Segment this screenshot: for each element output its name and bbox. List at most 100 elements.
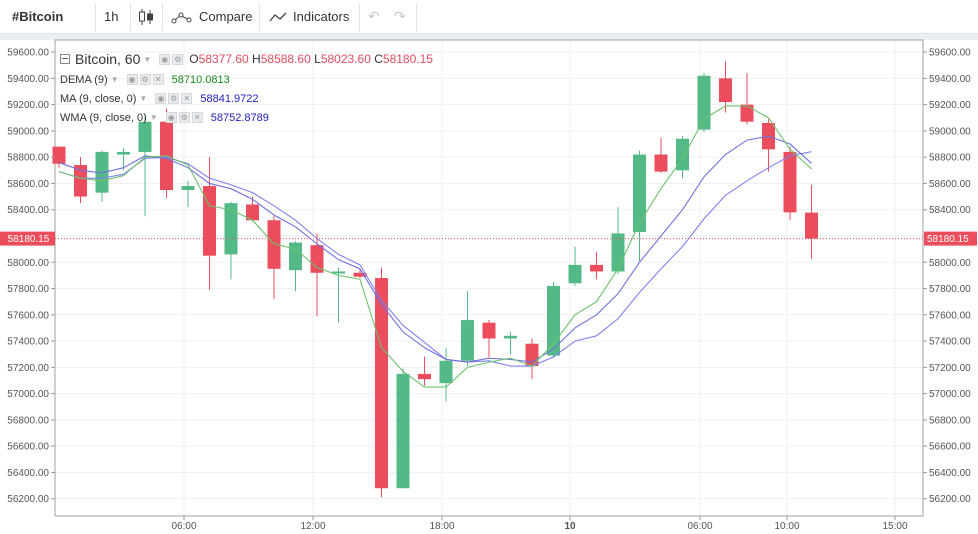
candle-body: [267, 220, 281, 269]
low-label: L: [314, 52, 321, 66]
close-icon[interactable]: ✕: [191, 112, 203, 123]
candle: [267, 216, 281, 300]
y-tick-label: 57600.00: [929, 310, 971, 321]
current-price-tag-left: [0, 231, 55, 246]
indicator-legend-dema: DEMA (9) ▼ ◉ ⚙ ✕ 58710.0813: [60, 70, 433, 89]
toolbar-divider: [259, 3, 260, 31]
x-tick-label: 12:00: [300, 521, 325, 532]
low-value: 58023.60: [320, 52, 371, 66]
y-tick-label: 57600.00: [7, 310, 49, 321]
indicators-label: Indicators: [293, 9, 350, 24]
candle-body: [547, 285, 560, 356]
y-axis-left: 59600.00 59400.00 59200.00 59000.00 58800.00…: [7, 48, 55, 505]
candle-body: [117, 151, 130, 155]
candle-style-icon[interactable]: [138, 0, 156, 33]
candle: [310, 233, 324, 317]
y-tick-label: 58000.00: [929, 258, 971, 269]
eye-icon[interactable]: ◉: [159, 53, 171, 65]
collapse-legend-icon[interactable]: [60, 54, 70, 64]
y-tick-label: 57000.00: [7, 389, 49, 400]
close-icon[interactable]: ✕: [181, 93, 193, 104]
compare-button[interactable]: Compare: [171, 0, 252, 33]
candle-body: [482, 322, 496, 339]
chevron-down-icon[interactable]: ▼: [110, 75, 119, 84]
candle-body: [74, 165, 87, 197]
y-tick-label: 57800.00: [7, 284, 49, 295]
candle-body: [805, 212, 818, 239]
indicator-legend-wma: WMA (9, close, 0) ▼ ◉ ⚙ ✕ 58752.8789: [60, 108, 433, 127]
eye-icon[interactable]: ◉: [155, 93, 167, 104]
candle: [74, 157, 87, 204]
candle-body: [246, 204, 259, 221]
candle-body: [719, 78, 732, 102]
dema-line: [58, 105, 812, 388]
candle-body: [697, 75, 711, 130]
candle-body: [375, 278, 388, 489]
toolbar-divider: [95, 3, 96, 31]
indicator-controls: ◉ ⚙ ✕: [165, 112, 203, 123]
chevron-down-icon[interactable]: ▼: [139, 94, 148, 103]
y-tick-label: 59600.00: [7, 48, 49, 59]
y-tick-label: 56800.00: [929, 415, 971, 426]
main-series-legend: Bitcoin, 60 ▼ ◉ ⚙ O58377.60 H58588.60 L58…: [60, 48, 433, 70]
candle: [439, 347, 453, 402]
chart-frame: [0, 34, 978, 534]
close-value: 58180.15: [382, 52, 433, 66]
symbol-selector[interactable]: #Bitcoin: [12, 9, 64, 24]
candle: [138, 116, 152, 217]
candle-body: [289, 242, 302, 271]
ohlc-values: O58377.60 H58588.60 L58023.60 C58180.15: [189, 52, 433, 66]
indicator-name: DEMA (9): [60, 73, 108, 86]
chevron-down-icon[interactable]: ▼: [149, 113, 158, 122]
candle-body: [439, 360, 453, 384]
y-tick-label: 57200.00: [929, 363, 971, 374]
current-price-tag-right: [924, 231, 977, 246]
settings-icon[interactable]: ⚙: [139, 74, 151, 85]
plot-border: [54, 39, 924, 517]
eye-icon[interactable]: ◉: [165, 112, 177, 123]
y-tick-label: 58800.00: [929, 153, 971, 164]
settings-icon[interactable]: ⚙: [172, 53, 184, 65]
settings-icon[interactable]: ⚙: [168, 93, 180, 104]
y-tick-label: 58400.00: [7, 205, 49, 216]
undo-icon[interactable]: ↶: [368, 8, 380, 24]
candles: [52, 61, 818, 498]
candle: [203, 157, 216, 290]
redo-icon[interactable]: ↷: [394, 8, 406, 24]
y-tick-label: 57200.00: [7, 363, 49, 374]
candle: [783, 146, 797, 221]
y-tick-label: 58400.00: [929, 205, 971, 216]
indicators-button[interactable]: Indicators: [269, 0, 349, 33]
interval-selector[interactable]: 1h: [104, 9, 119, 24]
top-toolbar: #Bitcoin 1h Compare Indicators ↶ ↷: [0, 0, 978, 34]
indicator-value: 58710.0813: [171, 73, 230, 86]
indicator-name: WMA (9, close, 0): [60, 111, 147, 124]
eye-icon[interactable]: ◉: [126, 74, 138, 85]
candle-body: [461, 320, 474, 361]
candle: [418, 356, 431, 386]
settings-icon[interactable]: ⚙: [178, 112, 190, 123]
candle-body: [568, 264, 582, 284]
axes-frame: [54, 39, 924, 517]
candle: [353, 268, 367, 279]
candle-body: [224, 203, 238, 255]
y-tick-label: 59000.00: [7, 126, 49, 137]
high-label: H: [252, 52, 261, 66]
candle-body: [332, 271, 345, 274]
close-icon[interactable]: ✕: [152, 74, 164, 85]
candle-body: [310, 245, 324, 273]
chevron-down-icon[interactable]: ▼: [143, 54, 152, 64]
y-tick-label: 57800.00: [929, 284, 971, 295]
candle: [654, 137, 668, 173]
candle-body: [418, 373, 431, 380]
candle: [117, 147, 130, 171]
candle-body: [353, 272, 367, 277]
candle-body: [525, 343, 539, 367]
x-tick-label: 10: [564, 521, 576, 532]
compare-icon: [171, 12, 192, 23]
wma-line: [58, 135, 812, 363]
x-tick-label: 15:00: [882, 521, 907, 532]
toolbar-divider: [359, 3, 360, 31]
y-tick-label: 57000.00: [929, 389, 971, 400]
